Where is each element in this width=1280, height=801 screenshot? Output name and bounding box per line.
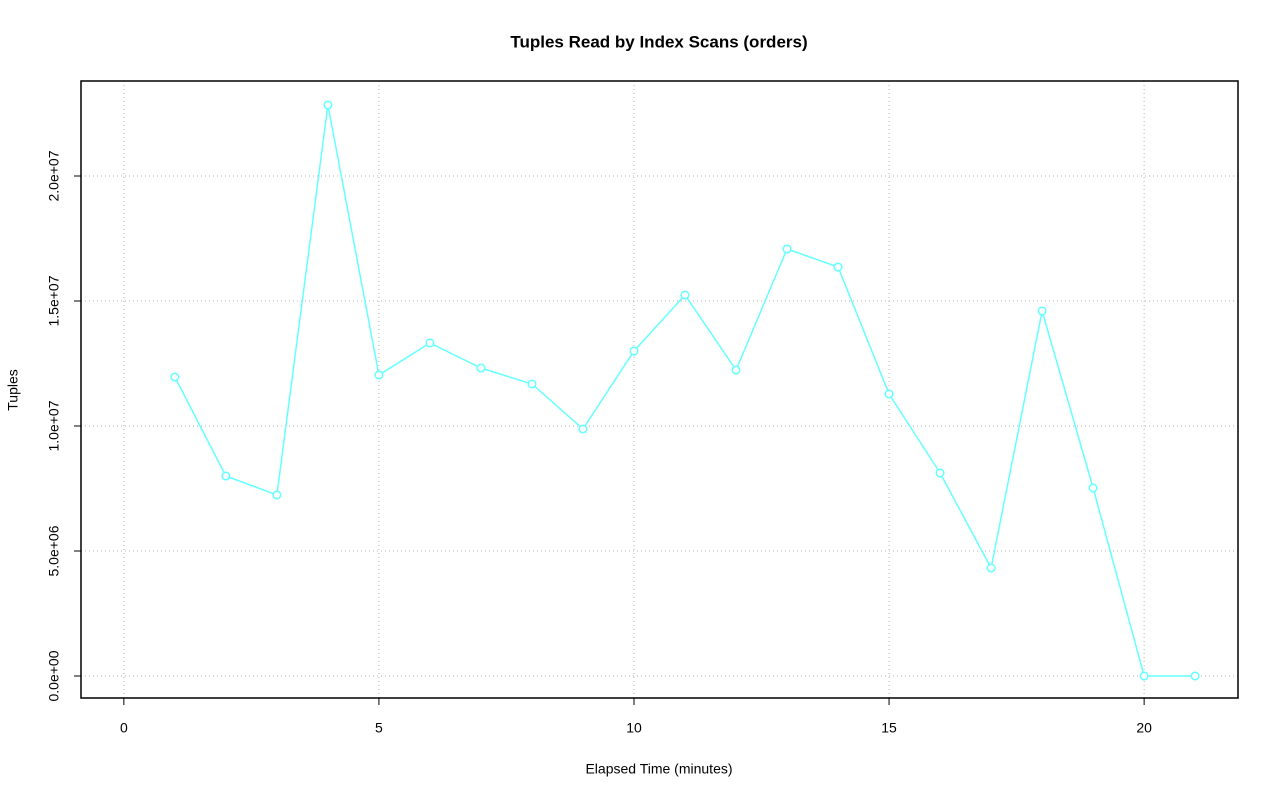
x-axis-label: Elapsed Time (minutes): [585, 761, 732, 777]
data-point: [629, 346, 639, 356]
data-point: [986, 563, 996, 573]
y-tick-label: 1.5e+07: [46, 275, 62, 326]
data-point: [935, 468, 945, 478]
data-point: [323, 100, 333, 110]
data-point: [170, 372, 180, 382]
plot-frame: [80, 80, 1239, 699]
data-point: [833, 262, 843, 272]
data-point: [1088, 483, 1098, 493]
data-point: [527, 379, 537, 389]
data-point: [476, 363, 486, 373]
data-point: [1139, 671, 1149, 681]
data-point: [782, 244, 792, 254]
data-point: [272, 490, 282, 500]
y-axis-label: Tuples: [5, 369, 21, 411]
y-tick-label: 1.0e+07: [46, 400, 62, 451]
data-point: [1037, 306, 1047, 316]
x-tick-label: 20: [1136, 720, 1152, 736]
x-tick-label: 15: [881, 720, 897, 736]
x-tick-label: 10: [626, 720, 642, 736]
data-point: [884, 389, 894, 399]
x-tick-label: 5: [375, 720, 383, 736]
data-point: [374, 370, 384, 380]
y-tick-label: 2.0e+07: [46, 150, 62, 201]
y-tick-label: 0.0e+00: [46, 650, 62, 701]
x-tick-label: 0: [120, 720, 128, 736]
data-point: [731, 365, 741, 375]
data-point: [425, 338, 435, 348]
y-tick-label: 5.0e+06: [46, 525, 62, 576]
data-point: [680, 290, 690, 300]
data-point: [578, 424, 588, 434]
data-point: [1190, 671, 1200, 681]
data-point: [221, 471, 231, 481]
chart-title: Tuples Read by Index Scans (orders): [510, 32, 807, 51]
